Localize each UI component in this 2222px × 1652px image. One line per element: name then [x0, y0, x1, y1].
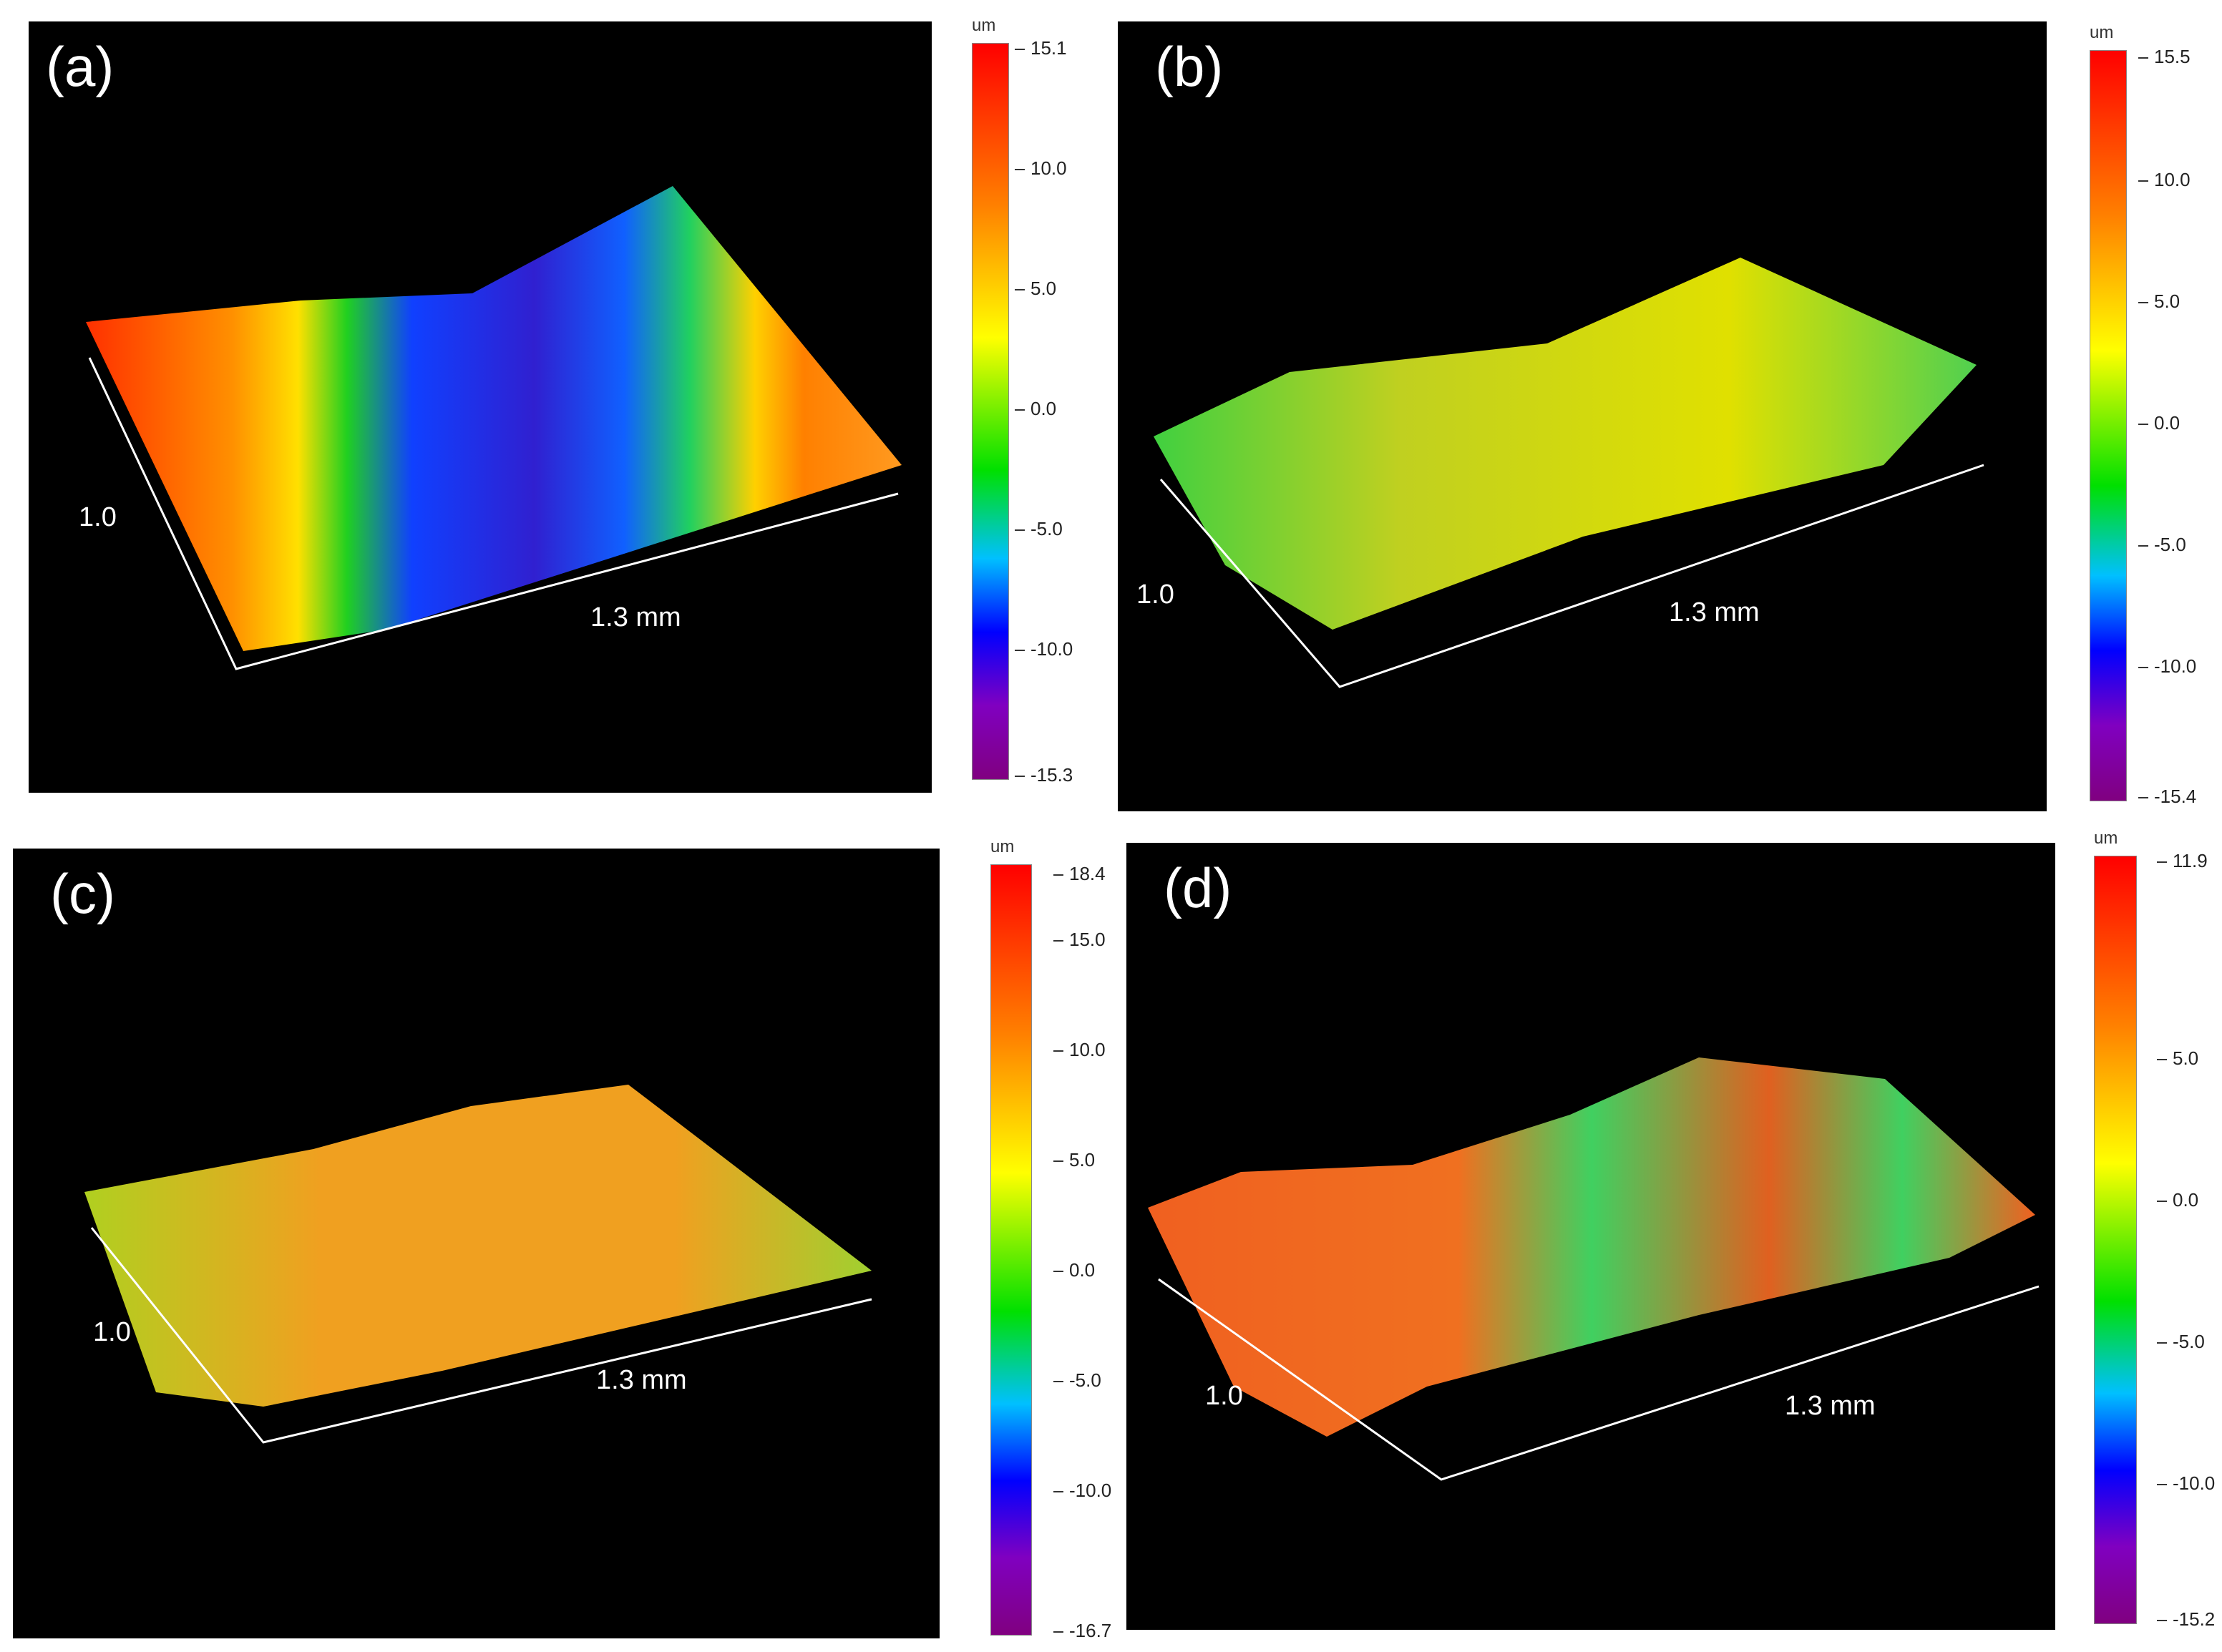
- colorbar-tick-a: -10.0: [1014, 638, 1073, 660]
- colorbar-max-d: 11.9: [2157, 850, 2208, 871]
- colorbar-gradient-a: [972, 43, 1009, 780]
- colorbar-unit-d: um: [2094, 829, 2118, 848]
- colorbar-b: um 15.5 10.0 5.0 0.0 -5.0 -10.0 -15.4: [2090, 23, 2196, 807]
- colorbar-tick-c: 15.0: [1053, 929, 1106, 950]
- surface-a: [86, 186, 902, 670]
- axis-frame-a: [88, 357, 899, 670]
- axis-x-label-b: 1.3 mm: [1669, 597, 1760, 627]
- colorbar-tick-b: 5.0: [2138, 290, 2180, 312]
- axis-frame-d: [1158, 1278, 2040, 1481]
- surface-b: [1154, 258, 1984, 688]
- axis-y-label-d: 1.0: [1205, 1381, 1243, 1411]
- panel-label-a: (a): [46, 35, 114, 98]
- colorbar-tick-d: -5.0: [2157, 1331, 2205, 1352]
- colorbar-gradient-d: [2094, 856, 2137, 1624]
- colorbar-tick-c: -5.0: [1053, 1369, 1101, 1391]
- colorbar-tick-c: 10.0: [1053, 1039, 1106, 1060]
- colorbar-c: um 18.4 15.0 10.0 5.0 0.0 -5.0 -10.0 -16…: [990, 837, 1111, 1641]
- colorbar-min-a: -15.3: [1014, 764, 1073, 786]
- colorbar-gradient-b: [2090, 50, 2127, 801]
- colorbar-tick-c: -10.0: [1053, 1480, 1112, 1501]
- surface-d-plane: [1148, 1057, 2035, 1437]
- colorbar-tick-b: -5.0: [2138, 534, 2186, 555]
- panel-b: (b) 1.0 1.3 mm: [1118, 21, 2047, 811]
- colorbar-a: um 15.1 10.0 5.0 0.0 -5.0 -10.0 -15.3: [972, 16, 1073, 786]
- axis-y-label-b: 1.0: [1136, 580, 1174, 610]
- axis-x-label-d: 1.3 mm: [1785, 1391, 1876, 1421]
- colorbar-min-c: -16.7: [1053, 1620, 1112, 1641]
- colorbar-gradient-c: [990, 864, 1032, 1636]
- panel-c: (c) 1.0 1.3 mm: [13, 849, 940, 1638]
- panel-d: (d) 1.0 1.3 mm: [1126, 843, 2055, 1630]
- colorbar-tick-d: 0.0: [2156, 1189, 2199, 1211]
- colorbar-tick-d: -10.0: [2156, 1472, 2216, 1494]
- colorbar-tick-a: 5.0: [1014, 278, 1057, 299]
- axis-y-label-a: 1.0: [79, 502, 117, 532]
- colorbar-tick-c: 5.0: [1053, 1149, 1096, 1170]
- colorbar-tick-b: 0.0: [2138, 412, 2180, 434]
- colorbar-unit-a: um: [972, 16, 996, 35]
- axis-frame-c: [90, 1227, 872, 1444]
- panel-label-d: (d): [1164, 856, 1232, 919]
- axis-x-label-c: 1.3 mm: [596, 1365, 687, 1395]
- surface-b-plane: [1154, 258, 1977, 630]
- colorbar-tick-a: -5.0: [1015, 518, 1063, 539]
- axis-x-label-a: 1.3 mm: [590, 602, 681, 632]
- axis-frame-b: [1159, 464, 1984, 688]
- colorbar-unit-c: um: [990, 837, 1015, 856]
- surface-a-plane: [86, 186, 902, 651]
- surface-c: [84, 1085, 872, 1444]
- surface-d: [1148, 1057, 2040, 1481]
- panel-label-c: (c): [50, 862, 115, 925]
- colorbar-tick-d: 5.0: [2156, 1047, 2199, 1069]
- colorbar-d: um 11.9 5.0 0.0 -5.0 -10.0 -15.2: [2094, 829, 2215, 1630]
- colorbar-max-c: 18.4: [1053, 863, 1106, 884]
- colorbar-tick-b: 10.0: [2138, 169, 2191, 190]
- panel-a: (a) 1.0 1.3 mm: [29, 21, 932, 793]
- colorbar-tick-c: 0.0: [1053, 1259, 1096, 1281]
- colorbar-min-d: -15.2: [2156, 1608, 2216, 1630]
- colorbar-tick-b: -10.0: [2138, 655, 2197, 677]
- colorbar-unit-b: um: [2090, 23, 2114, 42]
- colorbar-min-b: -15.4: [2138, 786, 2197, 807]
- axis-y-label-c: 1.0: [93, 1317, 131, 1347]
- colorbar-tick-a: 0.0: [1014, 398, 1057, 419]
- colorbar-tick-a: 10.0: [1015, 157, 1067, 179]
- colorbar-max-b: 15.5: [2138, 46, 2191, 67]
- surface-c-plane: [84, 1085, 872, 1407]
- colorbar-max-a: 15.1: [1015, 37, 1067, 59]
- panel-label-b: (b): [1155, 35, 1224, 98]
